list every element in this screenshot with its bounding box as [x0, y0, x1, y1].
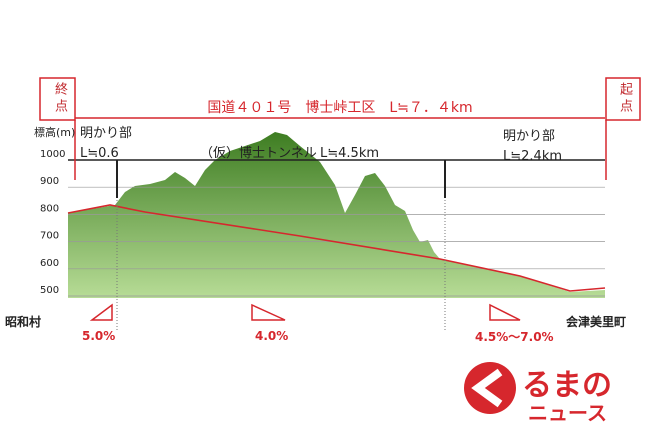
section-length: L≒0.6	[80, 146, 119, 161]
logo-text: るまの	[522, 368, 612, 403]
section-name: 明かり部	[80, 126, 132, 141]
grade-icon	[89, 303, 113, 321]
section-length: L≒2.4km	[503, 149, 562, 164]
terrain	[68, 132, 605, 298]
end-box	[39, 77, 76, 121]
y-tick-label: 700	[40, 231, 59, 242]
grade: 4.0%	[255, 329, 288, 343]
y-tick-label: 800	[40, 203, 59, 214]
road-line	[67, 204, 606, 292]
y-tick-label: 500	[40, 285, 59, 296]
grade: 4.5%～7.0%	[475, 330, 554, 344]
start-point: 起点	[617, 82, 632, 116]
y-tick-label: 600	[40, 258, 59, 269]
section-name: （仮）博士トンネル	[200, 146, 317, 161]
logo-icon	[464, 362, 516, 414]
grade: 5.0%	[82, 329, 115, 343]
y-tick-label: 900	[40, 176, 59, 187]
grade-icon	[251, 303, 286, 321]
logo-mark	[471, 368, 503, 408]
end-point: 終点	[52, 82, 67, 116]
start-box	[605, 77, 641, 121]
section-name: 明かり部	[503, 129, 555, 144]
section-length: L≒4.5km	[320, 146, 379, 161]
logo-sub: ニュース	[528, 401, 607, 425]
y-tick-label: 1000	[40, 149, 65, 160]
axis-label: 標高(m)	[34, 125, 75, 139]
place: 昭和村	[5, 314, 41, 329]
place: 会津美里町	[566, 314, 626, 329]
title: 国道４０１号 博士峠工区 L≒７．４km	[207, 99, 472, 116]
grade-icon	[489, 303, 521, 321]
